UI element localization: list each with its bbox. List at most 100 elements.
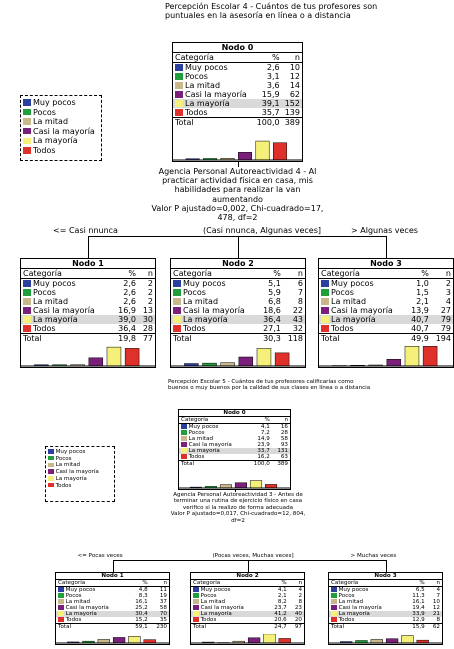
color-swatch	[181, 436, 187, 441]
count-cell: 3	[445, 288, 451, 297]
category-name: Casi la mayoría	[331, 306, 393, 315]
total-row: Total 19,8 77	[21, 333, 155, 343]
column-header: n	[288, 580, 304, 587]
category-row: La mayoría 33,9 21	[329, 611, 442, 617]
total-row: Total 100,0 389	[173, 117, 302, 127]
legend: Muy pocos Pocos La mitad Casi la mayoría La …	[20, 95, 102, 161]
percent-cell: 16,1	[412, 599, 425, 605]
count-cell: 139	[284, 108, 300, 117]
percent-cell: 36,4	[257, 315, 283, 324]
category-name: Muy pocos	[338, 587, 369, 593]
legend-swatch	[23, 137, 31, 145]
category-name: Todos	[188, 454, 205, 460]
color-swatch	[193, 617, 199, 622]
color-swatch	[173, 307, 181, 314]
split-variable: Agencia Personal Autoreactividad 4 - Al …	[158, 167, 317, 204]
header-row: Categoría% n	[173, 53, 302, 63]
category-row: Casi la mayoría 13,9 27	[319, 306, 453, 315]
category-name: Todos	[183, 324, 206, 333]
category-row: La mayoría 30,4 70	[56, 611, 169, 617]
legend-swatch	[48, 476, 54, 481]
color-swatch	[331, 593, 337, 598]
category-name: Todos	[200, 617, 217, 623]
category-cell: La mitad	[179, 436, 247, 442]
legend-swatch	[23, 128, 31, 135]
color-swatch	[58, 587, 64, 592]
node-histogram	[319, 346, 453, 367]
category-name: Pocos	[33, 288, 56, 297]
node-table: Categoría% n Muy pocos 1,0 2 Pocos 1,5 3 La mita…	[319, 269, 453, 343]
histogram-bar	[106, 346, 122, 367]
percent-cell: 30,4	[128, 611, 150, 617]
color-swatch	[321, 307, 329, 314]
histogram-bar	[385, 638, 399, 644]
color-swatch	[58, 593, 64, 598]
count-cell: 12	[289, 72, 300, 81]
tree-node: Nodo 1 Categoría% n Muy pocos 4,8 11 Pocos 8,3 1…	[55, 572, 170, 645]
total-cell: 97	[288, 623, 304, 630]
category-cell: La mitad	[329, 599, 404, 605]
category-row: Todos 15,2 35	[56, 617, 169, 624]
category-row: Pocos 3,1 12	[173, 72, 302, 81]
category-name: La mayoría	[183, 315, 228, 324]
header-row: Categoría% n	[179, 417, 290, 424]
connector-line	[247, 560, 249, 572]
count-cell: 43	[282, 315, 305, 324]
category-cell: La mayoría	[329, 611, 405, 617]
percent-cell: 40,7	[411, 324, 429, 333]
color-swatch	[173, 298, 181, 305]
node-label: Nodo 0	[173, 43, 302, 53]
count-cell: 20	[294, 617, 302, 623]
node-table: Categoría% n Muy pocos 4,8 11 Pocos 8,3 19 La mi…	[56, 580, 169, 630]
legend-label: Casi la mayoría	[33, 126, 95, 136]
count-cell: 32	[292, 324, 303, 333]
split-text: Agencia Personal Autoreactividad 3 - Ant…	[168, 492, 308, 524]
category-row: Todos 27,1 32	[171, 324, 305, 334]
count-cell: 35	[159, 617, 167, 623]
percent-cell: 4,1	[277, 587, 287, 593]
histogram-bar	[265, 484, 278, 489]
percent-cell: 16,2	[257, 454, 270, 460]
total-cell: 100,0	[253, 117, 282, 127]
category-cell: Muy pocos	[319, 279, 406, 288]
category-cell: Todos	[173, 108, 253, 118]
count-cell: 16	[280, 424, 288, 430]
category-cell: La mayoría	[179, 448, 247, 454]
column-header: n	[149, 580, 169, 587]
category-cell: Pocos	[319, 288, 406, 297]
count-cell: 58	[280, 436, 288, 442]
category-name: Muy pocos	[188, 424, 219, 430]
percent-cell: 12,9	[412, 617, 425, 623]
color-swatch	[181, 442, 187, 447]
category-cell: La mitad	[319, 297, 406, 306]
total-row: Total 49,9 194	[319, 333, 453, 343]
category-name: La mayoría	[188, 448, 220, 454]
count-cell: 22	[292, 306, 303, 315]
color-swatch	[23, 280, 31, 287]
legend-entry: Muy pocos	[48, 449, 112, 456]
category-row: Todos 40,7 79	[319, 324, 453, 334]
category-name: Pocos	[65, 593, 82, 599]
category-cell: Todos	[319, 324, 406, 334]
legend-label: Muy pocos	[55, 449, 86, 455]
color-swatch	[23, 325, 31, 332]
legend-swatch	[23, 108, 31, 116]
percent-cell: 33,7	[246, 448, 272, 454]
header-row: Categoría% n	[171, 269, 305, 279]
category-cell: Casi la mayoría	[319, 306, 406, 315]
count-cell: 79	[430, 315, 453, 324]
count-cell: 2	[147, 288, 153, 297]
category-cell: Todos	[191, 617, 266, 624]
category-cell: Todos	[329, 617, 404, 624]
color-swatch	[173, 289, 181, 296]
percent-cell: 2,6	[123, 279, 136, 288]
category-cell: La mitad	[173, 81, 253, 90]
category-row: Pocos 7,2 28	[179, 430, 290, 436]
category-row: Todos 20,6 20	[191, 617, 304, 624]
percent-cell: 2,1	[277, 593, 287, 599]
category-cell: La mayoría	[191, 611, 267, 617]
category-row: La mayoría 41,2 40	[191, 611, 304, 617]
column-header: n	[430, 269, 453, 279]
category-cell: Muy pocos	[329, 587, 404, 593]
